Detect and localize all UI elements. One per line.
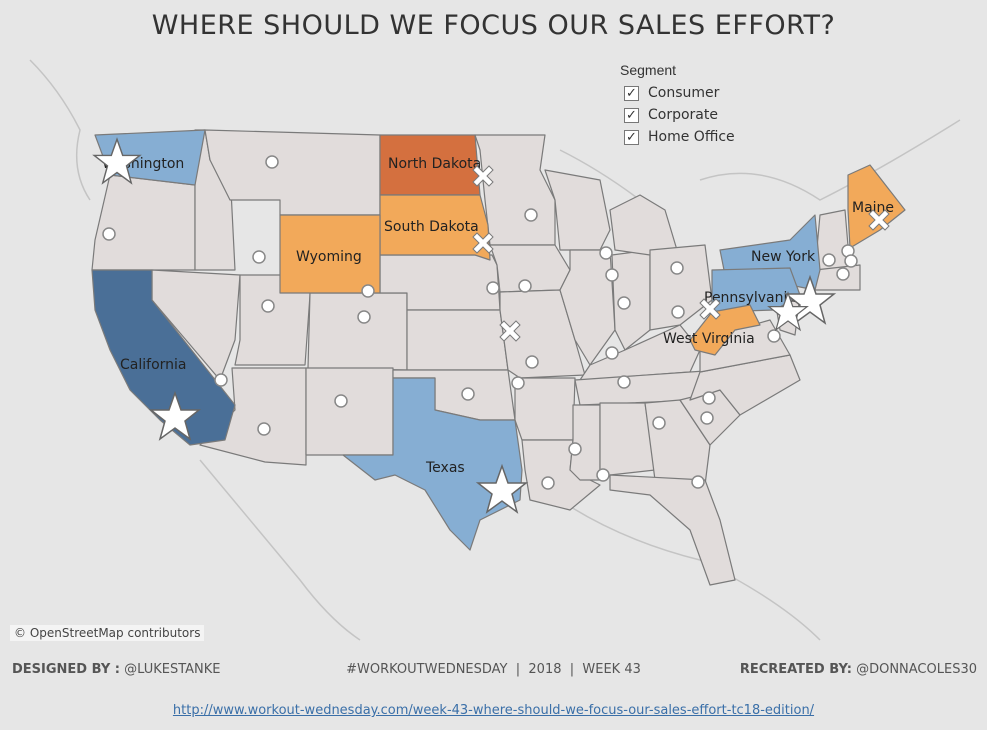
designed-by-handle: @LUKESTANKE (124, 662, 221, 677)
x-icon (499, 320, 521, 342)
legend-item-corporate[interactable]: ✓ Corporate (624, 104, 735, 126)
x-icon (472, 232, 494, 254)
checkbox-home-office[interactable]: ✓ (624, 129, 639, 145)
star-icon (475, 463, 529, 514)
circle-icon (652, 416, 666, 430)
star-icon (767, 291, 809, 332)
x-markers (472, 165, 890, 342)
legend-item-consumer[interactable]: ✓ Consumer (624, 82, 735, 104)
legend-label: Consumer (648, 85, 720, 101)
circle-icon (525, 355, 539, 369)
circle-icon (334, 394, 348, 408)
circle-icon (257, 422, 271, 436)
legend-label: Corporate (648, 107, 718, 123)
circle-icon (596, 468, 610, 482)
star-icon (783, 274, 837, 325)
circle-icon (541, 476, 555, 490)
circle-icon (361, 284, 375, 298)
label-west-virginia: West Virginia (663, 331, 755, 347)
circle-icon (617, 296, 631, 310)
x-icon (472, 165, 494, 187)
star-icon (148, 390, 202, 441)
circle-icon (599, 246, 613, 260)
state-texas (342, 377, 523, 551)
circle-icon (511, 376, 525, 390)
circle-icon (486, 281, 500, 295)
circle-icon (214, 373, 228, 387)
star-icon (92, 137, 142, 185)
label-new-york: New York (751, 249, 816, 265)
circle-icon (605, 268, 619, 282)
page-title: WHERE SHOULD WE FOCUS OUR SALES EFFORT? (151, 10, 836, 41)
circle-icon (702, 391, 716, 405)
label-south-dakota: South Dakota (384, 219, 479, 235)
state-west-virginia (689, 304, 761, 356)
circle-markers (102, 155, 858, 490)
designed-by-label: DESIGNED BY : (12, 662, 120, 677)
footer-designed-by: DESIGNED BY : @LUKESTANKE (12, 662, 221, 677)
circle-icon (102, 227, 116, 241)
checkbox-corporate[interactable]: ✓ (624, 107, 639, 123)
source-link[interactable]: http://www.workout-wednesday.com/week-43… (172, 703, 815, 718)
footer-recreated-by: RECREATED BY: @DONNACOLES30 (740, 662, 977, 677)
circle-icon (568, 442, 582, 456)
recreated-by-handle: @DONNACOLES30 (856, 662, 977, 677)
segment-legend: Segment ✓ Consumer ✓ Corporate ✓ Home Of… (620, 62, 735, 148)
circle-icon (844, 254, 858, 268)
legend-title: Segment (620, 62, 677, 78)
legend-label: Home Office (648, 129, 735, 145)
circle-icon (357, 310, 371, 324)
circle-icon (252, 250, 266, 264)
x-icon (868, 209, 890, 231)
circle-icon (767, 329, 781, 343)
label-pennsylvania: Pennsylvania (704, 290, 796, 306)
state-maine (847, 164, 906, 249)
circle-icon (671, 305, 685, 319)
circle-icon (700, 411, 714, 425)
circle-icon (261, 299, 275, 313)
state-wyoming (279, 214, 381, 294)
circle-icon (670, 261, 684, 275)
state-california (91, 269, 236, 446)
star-markers (92, 137, 837, 514)
label-north-dakota: North Dakota (388, 156, 481, 172)
circle-icon (836, 267, 850, 281)
circle-icon (461, 387, 475, 401)
label-wyoming: Wyoming (296, 249, 362, 265)
recreated-by-label: RECREATED BY: (739, 662, 852, 677)
map-attribution: © OpenStreetMap contributors (10, 625, 205, 641)
x-icon (699, 298, 721, 320)
checkbox-consumer[interactable]: ✓ (624, 85, 639, 101)
legend-item-home-office[interactable]: ✓ Home Office (624, 126, 735, 148)
footer-center: #WORKOUTWEDNESDAY | 2018 | WEEK 43 (346, 662, 641, 677)
label-texas: Texas (425, 460, 465, 476)
circle-icon (265, 155, 279, 169)
circle-icon (822, 253, 836, 267)
circle-icon (691, 475, 705, 489)
circle-icon (605, 346, 619, 360)
map[interactable]: Washington California Texas New York Pen… (0, 52, 987, 644)
label-california: California (120, 357, 186, 373)
circle-icon (518, 279, 532, 293)
circle-icon (617, 375, 631, 389)
circle-icon (524, 208, 538, 222)
